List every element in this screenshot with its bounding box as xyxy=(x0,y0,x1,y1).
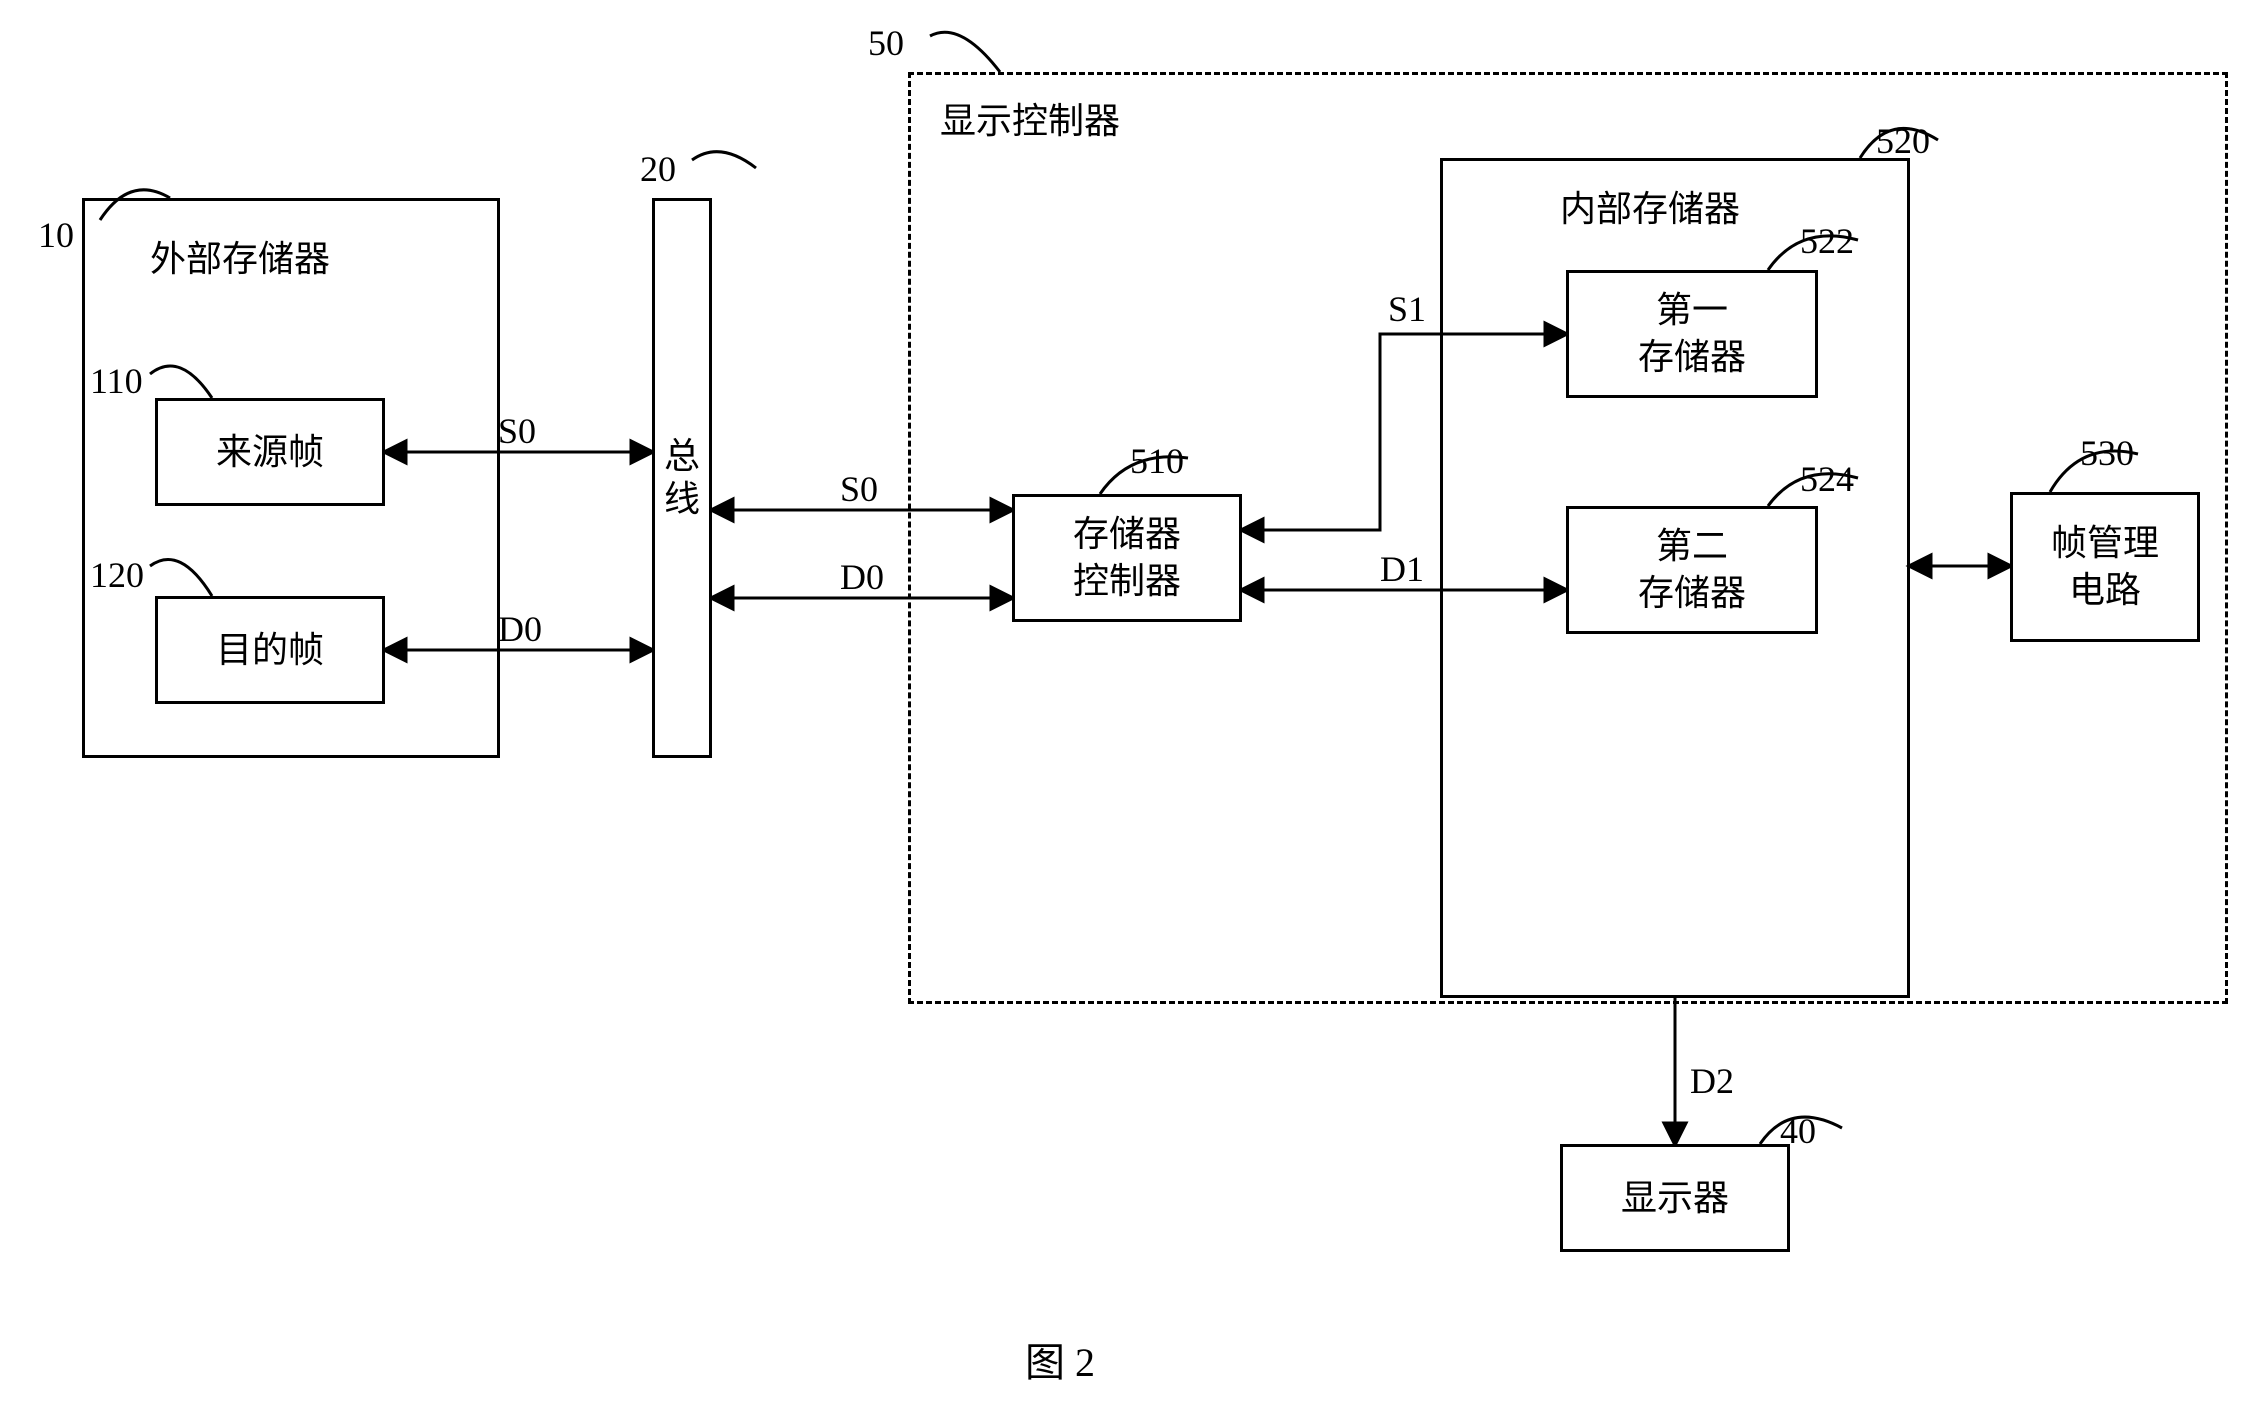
conn-label-s1: S1 xyxy=(1388,288,1426,330)
ref-530: 530 xyxy=(2080,432,2134,474)
frame-mgmt-block: 帧管理 电路 xyxy=(2010,492,2200,642)
ref-40: 40 xyxy=(1780,1110,1816,1152)
first-memory-label-2: 存储器 xyxy=(1638,334,1746,381)
frame-mgmt-label-1: 帧管理 xyxy=(2051,520,2159,567)
source-frame-block: 来源帧 xyxy=(155,398,385,506)
dest-frame-label: 目的帧 xyxy=(216,627,324,674)
ref-110: 110 xyxy=(90,360,143,402)
bus-block: 总 线 xyxy=(652,198,712,758)
display-block: 显示器 xyxy=(1560,1144,1790,1252)
ref-520: 520 xyxy=(1876,120,1930,162)
frame-mgmt-label-2: 电路 xyxy=(2069,567,2141,614)
conn-label-s0-a: S0 xyxy=(498,410,536,452)
second-memory-block: 第二 存储器 xyxy=(1566,506,1818,634)
second-memory-label-1: 第二 xyxy=(1656,523,1728,570)
conn-label-d0-a: D0 xyxy=(498,608,542,650)
ref-10: 10 xyxy=(38,214,74,256)
bus-label-1: 总 xyxy=(664,435,700,478)
first-memory-label-1: 第一 xyxy=(1656,287,1728,334)
external-memory-title: 外部存储器 xyxy=(150,230,330,282)
conn-label-d2: D2 xyxy=(1690,1060,1734,1102)
internal-memory-title: 内部存储器 xyxy=(1560,180,1740,232)
bus-label-2: 线 xyxy=(664,478,700,521)
ref-522: 522 xyxy=(1800,220,1854,262)
conn-label-s0-b: S0 xyxy=(840,468,878,510)
figure-caption: 图 2 xyxy=(1025,1330,1095,1388)
first-memory-block: 第一 存储器 xyxy=(1566,270,1818,398)
diagram-canvas: 外部存储器 10 显示控制器 50 内部存储器 520 来源帧 110 目的帧 … xyxy=(0,0,2252,1423)
dest-frame-block: 目的帧 xyxy=(155,596,385,704)
display-label: 显示器 xyxy=(1621,1175,1729,1222)
ref-20: 20 xyxy=(640,148,676,190)
ref-120: 120 xyxy=(90,554,144,596)
memory-controller-label-2: 控制器 xyxy=(1073,558,1181,605)
memory-controller-label-1: 存储器 xyxy=(1073,511,1181,558)
ref-50: 50 xyxy=(868,22,904,64)
conn-label-d1: D1 xyxy=(1380,548,1424,590)
display-controller-title: 显示控制器 xyxy=(940,92,1120,144)
source-frame-label: 来源帧 xyxy=(216,429,324,476)
ref-524: 524 xyxy=(1800,458,1854,500)
conn-label-d0-b: D0 xyxy=(840,556,884,598)
memory-controller-block: 存储器 控制器 xyxy=(1012,494,1242,622)
second-memory-label-2: 存储器 xyxy=(1638,570,1746,617)
ref-510: 510 xyxy=(1130,440,1184,482)
